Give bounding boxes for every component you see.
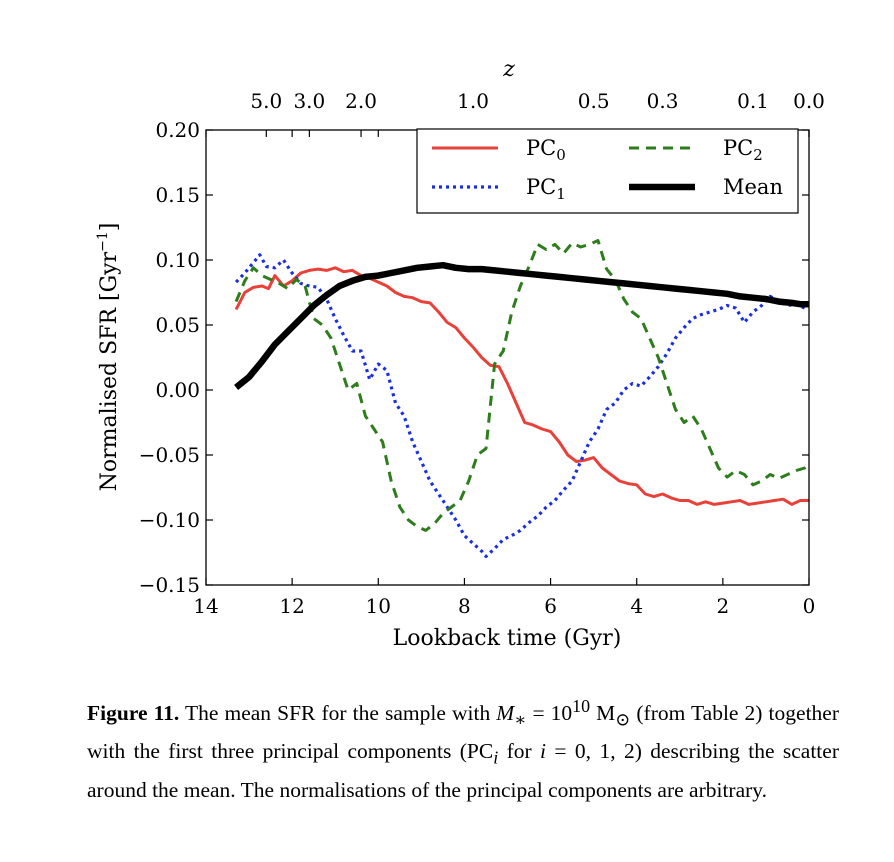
chart: 14 12 10 8 6 4 2 0 −0.15 −0.10 −0.05 0.00 0.05 0.10 0.… bbox=[95, 57, 825, 651]
top-tick-label: 0.5 bbox=[578, 89, 610, 113]
caption-math-1: M bbox=[496, 701, 515, 726]
caption-text-2-sub: ⊙ bbox=[615, 709, 631, 730]
x-tick-label: 12 bbox=[279, 594, 304, 618]
x-tick-label: 4 bbox=[630, 594, 643, 618]
x-tick-label: 2 bbox=[716, 594, 729, 618]
top-tick-label: 1.0 bbox=[457, 89, 489, 113]
x-tick-label: 0 bbox=[803, 594, 816, 618]
legend-label-mean: Mean bbox=[723, 175, 783, 199]
x-tick-label: 10 bbox=[366, 594, 391, 618]
top-axis-title: z bbox=[502, 57, 515, 82]
caption-math-2-rest: = 0, 1, 2 bbox=[546, 739, 635, 764]
top-tick-label: 2.0 bbox=[345, 89, 377, 113]
y-tick-label: −0.15 bbox=[139, 573, 200, 597]
legend-label-pc2: PC2 bbox=[723, 136, 763, 164]
series-layer bbox=[234, 239, 810, 558]
y-tick-label: 0.05 bbox=[155, 313, 200, 337]
caption-text-3: (from Table 2) together with the first t… bbox=[87, 701, 839, 764]
legend-label-pc1: PC1 bbox=[526, 175, 566, 203]
caption-text-2: M bbox=[590, 701, 616, 726]
series-line-pc0 bbox=[234, 266, 809, 506]
caption-math-2: i bbox=[540, 739, 547, 764]
top-tick-label: 0.0 bbox=[793, 89, 825, 113]
top-tick-label: 0.1 bbox=[737, 89, 769, 113]
caption-math-1-sub: ∗ bbox=[514, 709, 527, 730]
y-tick-label: 0.15 bbox=[155, 183, 200, 207]
legend-label-pc0: PC0 bbox=[526, 136, 566, 164]
top-tick-label: 5.0 bbox=[250, 89, 282, 113]
legend: PC0 PC1 PC2 Mean bbox=[416, 128, 799, 214]
y-axis-title-sup: −1 bbox=[95, 231, 111, 252]
x-tick-label: 6 bbox=[544, 594, 557, 618]
y-tick-label: −0.05 bbox=[139, 443, 200, 467]
series-line-mean bbox=[234, 261, 809, 390]
y-tick-label: 0.20 bbox=[155, 118, 200, 142]
top-tick-label: 0.3 bbox=[647, 89, 679, 113]
caption-label: Figure 11. bbox=[87, 701, 180, 726]
legend-items: PC0 PC1 PC2 Mean bbox=[432, 136, 783, 203]
caption-text-4: for bbox=[498, 739, 541, 764]
y-axis-title-close: ] bbox=[97, 223, 122, 232]
axes-layer: 14 12 10 8 6 4 2 0 −0.15 −0.10 −0.05 0.00 0.05 0.10 0.… bbox=[139, 89, 825, 618]
legend-box bbox=[416, 128, 799, 214]
y-tick-label: 0.00 bbox=[155, 378, 200, 402]
figure-caption: Figure 11. The mean SFR for the sample w… bbox=[87, 690, 839, 806]
top-tick-label: 3.0 bbox=[293, 89, 325, 113]
y-axis-title: Normalised SFR [Gyr−1] bbox=[95, 223, 122, 492]
x-axis-title: Lookback time (Gyr) bbox=[393, 626, 622, 651]
y-axis-title-main: Normalised SFR [Gyr bbox=[97, 251, 122, 491]
series-line-pc2 bbox=[234, 239, 810, 532]
caption-text-1: The mean SFR for the sample with bbox=[179, 701, 497, 726]
caption-text-3-sub: i bbox=[493, 747, 499, 768]
y-tick-label: −0.10 bbox=[139, 508, 200, 532]
y-tick-label: 0.10 bbox=[155, 248, 200, 272]
series-line-pc1 bbox=[234, 253, 809, 558]
caption-math-1-rest: = 10 bbox=[526, 701, 573, 726]
caption-text-5: ) describing the scatter around the mean… bbox=[87, 739, 839, 802]
x-tick-label: 8 bbox=[458, 594, 471, 618]
x-tick-label: 14 bbox=[193, 594, 218, 618]
caption-math-1-sup: 10 bbox=[572, 696, 591, 716]
